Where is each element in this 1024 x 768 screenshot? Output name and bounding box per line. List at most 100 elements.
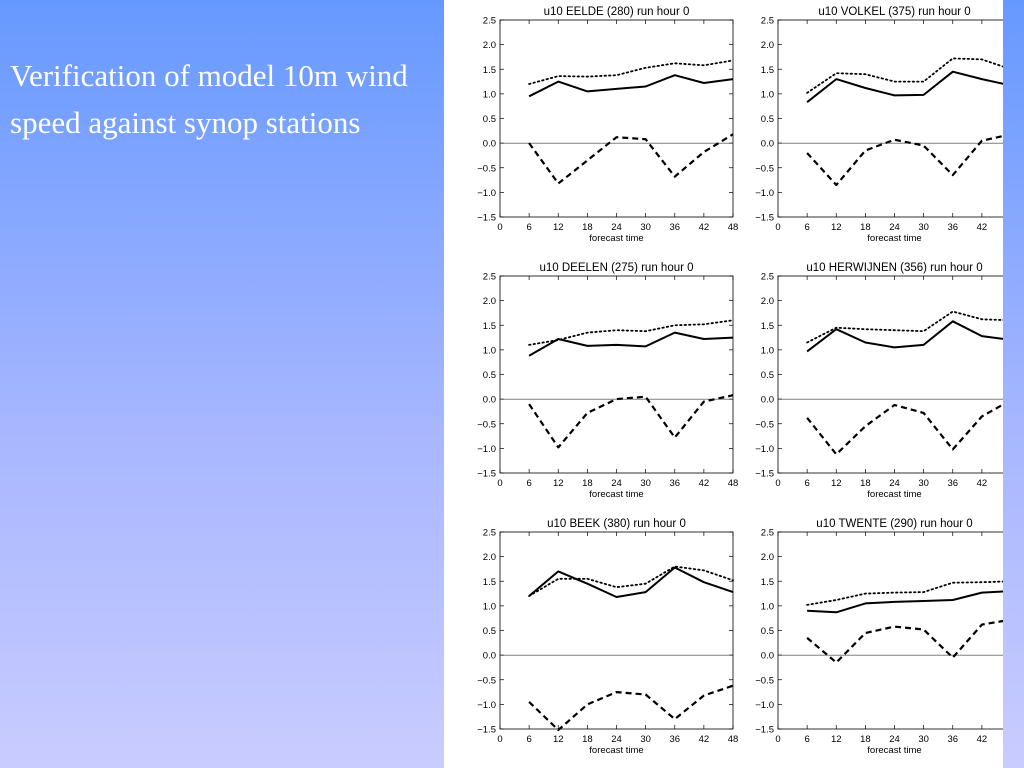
chart-panel-4: u10 HERWIJNEN (356) run hour 0 −1.5 −1.0 −0… xyxy=(755,262,1003,500)
x-tick-label: 42 xyxy=(977,734,988,745)
plot-frame xyxy=(499,531,734,730)
chart-panel-2: u10 VOLKEL (375) run hour 0 −1.5 −1.0 −0.5 0… xyxy=(755,6,1003,244)
series-line-solid xyxy=(806,70,1003,103)
y-tick-label: −1.0 xyxy=(755,444,774,455)
plot-frame xyxy=(499,275,734,474)
series-line-dotted xyxy=(528,565,734,597)
series-line-dashed xyxy=(806,403,1003,456)
y-tick-label: 2.0 xyxy=(483,296,496,307)
x-tick-label: 42 xyxy=(699,478,710,489)
chart-title: u10 DEELEN (275) run hour 0 xyxy=(539,262,693,274)
x-tick-label: 48 xyxy=(728,734,739,745)
y-tick-label: −1.5 xyxy=(755,213,774,224)
x-tick-label: 0 xyxy=(497,222,502,233)
y-tick-label: −0.5 xyxy=(755,419,774,430)
x-tick-label: 6 xyxy=(804,478,809,489)
plot-frame xyxy=(777,275,1003,474)
x-tick-label: 12 xyxy=(831,478,842,489)
x-tick-label: 12 xyxy=(553,222,564,233)
series-line-dotted xyxy=(528,59,734,85)
x-axis-label: forecast time xyxy=(589,745,643,756)
y-tick-label: 0.0 xyxy=(483,395,496,406)
chart-title: u10 TWENTE (290) run hour 0 xyxy=(816,518,972,530)
x-tick-label: 0 xyxy=(497,478,502,489)
x-tick-label: 12 xyxy=(553,478,564,489)
x-tick-label: 18 xyxy=(582,478,593,489)
y-tick-label: −1.5 xyxy=(477,213,496,224)
series-line-dotted xyxy=(528,319,734,346)
y-tick-label: 2.5 xyxy=(483,528,496,539)
x-tick-label: 30 xyxy=(918,734,929,745)
x-tick-label: 18 xyxy=(860,222,871,233)
y-tick-label: 0.0 xyxy=(761,139,774,150)
series-line-solid xyxy=(528,74,734,98)
series-line-dashed xyxy=(806,134,1003,187)
y-tick-label: 1.5 xyxy=(483,321,496,332)
plot-frame xyxy=(777,531,1003,730)
x-tick-label: 36 xyxy=(947,478,958,489)
plot-frame xyxy=(777,19,1003,218)
series-line-solid xyxy=(528,566,734,598)
y-tick-label: 1.0 xyxy=(483,89,496,100)
series-line-solid xyxy=(806,320,1003,353)
x-axis-label: forecast time xyxy=(589,489,643,500)
chart-panel-1: u10 EELDE (280) run hour 0 −1.5 −1.0 −0.5 0.… xyxy=(477,6,738,244)
series-line-dashed xyxy=(528,133,734,185)
plot-frame xyxy=(499,19,734,218)
x-tick-label: 42 xyxy=(699,734,710,745)
x-tick-label: 6 xyxy=(804,222,809,233)
x-tick-label: 36 xyxy=(947,734,958,745)
x-tick-label: 42 xyxy=(977,222,988,233)
x-tick-label: 30 xyxy=(640,222,651,233)
y-tick-label: 2.0 xyxy=(483,40,496,51)
y-tick-label: 1.5 xyxy=(761,321,774,332)
y-tick-label: −1.0 xyxy=(477,700,496,711)
slide-title: Verification of model 10m wind speed aga… xyxy=(10,58,408,140)
x-tick-label: 42 xyxy=(977,478,988,489)
y-tick-label: 1.5 xyxy=(483,65,496,76)
x-tick-label: 0 xyxy=(775,478,780,489)
y-tick-label: 1.0 xyxy=(761,345,774,356)
x-tick-label: 12 xyxy=(831,734,842,745)
y-tick-label: 0.0 xyxy=(761,395,774,406)
y-tick-label: 0.5 xyxy=(483,626,496,637)
x-axis-label: forecast time xyxy=(867,489,921,500)
y-tick-label: 1.0 xyxy=(483,601,496,612)
x-axis-label: forecast time xyxy=(867,233,921,244)
series-line-dotted xyxy=(806,310,1003,344)
y-tick-label: 2.0 xyxy=(761,552,774,563)
y-tick-label: 2.5 xyxy=(761,528,774,539)
x-tick-label: 36 xyxy=(669,478,680,489)
x-tick-label: 48 xyxy=(728,478,739,489)
x-tick-label: 42 xyxy=(699,222,710,233)
chart-title: u10 VOLKEL (375) run hour 0 xyxy=(818,6,970,18)
y-tick-label: 0.0 xyxy=(483,651,496,662)
chart-panel-3: u10 DEELEN (275) run hour 0 −1.5 −1.0 −0.5 0… xyxy=(477,262,738,500)
y-tick-label: −0.5 xyxy=(755,163,774,174)
series-line-dashed xyxy=(806,619,1003,664)
chart-title: u10 HERWIJNEN (356) run hour 0 xyxy=(806,262,982,274)
x-tick-label: 12 xyxy=(831,222,842,233)
x-tick-label: 48 xyxy=(728,222,739,233)
x-tick-label: 18 xyxy=(860,478,871,489)
chart-panel-5: u10 BEEK (380) run hour 0 −1.5 −1.0 −0.5 0.0… xyxy=(477,518,738,756)
x-tick-label: 30 xyxy=(918,222,929,233)
y-tick-label: −1.5 xyxy=(755,725,774,736)
chart-title: u10 EELDE (280) run hour 0 xyxy=(544,6,690,18)
y-tick-label: 2.5 xyxy=(483,16,496,27)
y-tick-label: −1.0 xyxy=(477,444,496,455)
x-tick-label: 24 xyxy=(889,734,900,745)
y-tick-label: 1.5 xyxy=(761,577,774,588)
x-tick-label: 24 xyxy=(889,222,900,233)
y-tick-label: −1.0 xyxy=(477,188,496,199)
y-tick-label: −0.5 xyxy=(477,419,496,430)
y-tick-label: 0.0 xyxy=(483,139,496,150)
y-tick-label: 0.5 xyxy=(483,370,496,381)
x-tick-label: 6 xyxy=(526,478,531,489)
y-tick-label: −0.5 xyxy=(477,163,496,174)
y-tick-label: 0.5 xyxy=(761,370,774,381)
y-tick-label: 1.0 xyxy=(761,89,774,100)
y-tick-label: 0.0 xyxy=(761,651,774,662)
y-tick-label: 0.5 xyxy=(761,114,774,125)
x-tick-label: 24 xyxy=(611,478,622,489)
